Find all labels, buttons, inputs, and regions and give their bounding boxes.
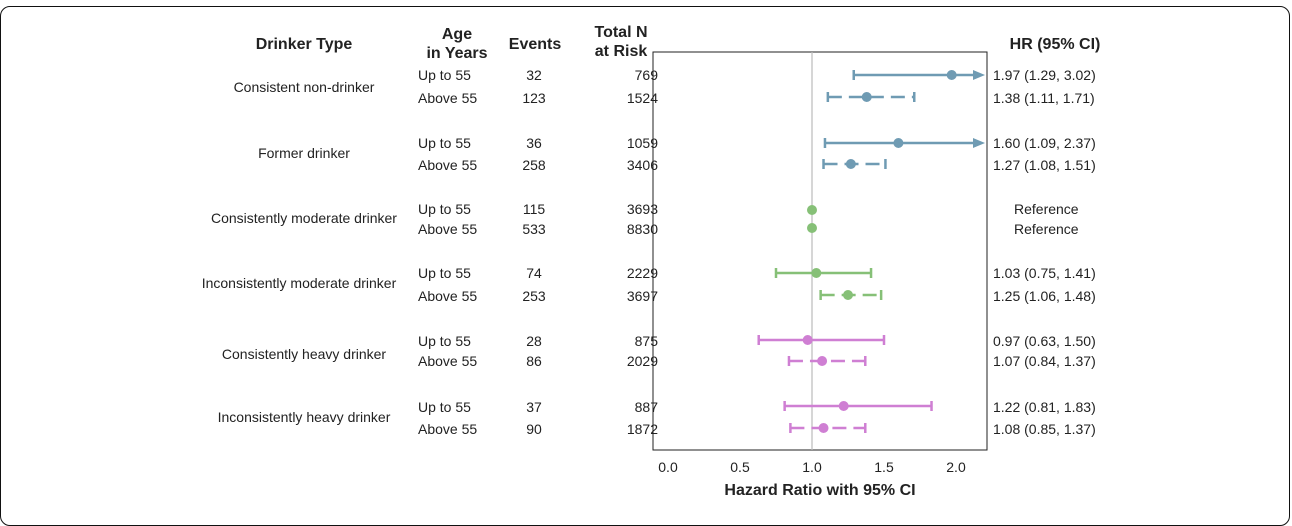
group-label: Consistent non-drinker (233, 79, 375, 95)
events-cell: 123 (522, 90, 546, 106)
hr-point (818, 423, 829, 433)
forest-plot: 0.0 0.5 1.0 1.5 2.0 Hazard Ratio with 95% CI (652, 51, 988, 499)
total-cell: 1524 (626, 90, 658, 106)
total-cell: 3406 (626, 157, 658, 173)
header-total-at-risk: Total N at Risk (576, 23, 666, 61)
events-cell: 28 (526, 333, 542, 349)
total-cell: 2029 (626, 353, 658, 369)
total-cell: 3693 (626, 201, 658, 217)
hr-point (946, 70, 957, 80)
hr-point (843, 290, 853, 300)
events-cell: 32 (526, 67, 542, 83)
ci-arrow (973, 70, 985, 80)
hr-point (807, 223, 817, 233)
total-cell: 875 (634, 333, 658, 349)
events-cell: 36 (526, 135, 542, 151)
hr-ci-cell: 1.97 (1.29, 3.02) (993, 67, 1096, 83)
hr-point (802, 335, 813, 345)
hr-ci-cell: 1.25 (1.06, 1.48) (993, 288, 1096, 304)
x-tick-label: 0.5 (730, 459, 750, 475)
hr-ci-cell: 1.38 (1.11, 1.71) (993, 90, 1095, 106)
total-cell: 3697 (626, 288, 658, 304)
group-label: Consistently heavy drinker (221, 346, 387, 362)
age-cell: Above 55 (418, 157, 478, 173)
events-cell: 115 (522, 201, 546, 217)
hr-point (811, 268, 822, 278)
age-cell: Above 55 (418, 353, 478, 369)
header-age-line2: in Years (426, 45, 488, 62)
hr-ci-cell: 1.60 (1.09, 2.37) (993, 135, 1096, 151)
age-cell: Above 55 (418, 288, 478, 304)
x-axis-label: Hazard Ratio with 95% CI (724, 482, 915, 499)
hr-ci-cell: 0.97 (0.63, 1.50) (993, 333, 1096, 349)
x-tick-label: 1.5 (874, 459, 894, 475)
hr-point (861, 92, 872, 102)
events-cell: 253 (522, 288, 546, 304)
hr-ci-cell: 1.08 (0.85, 1.37) (993, 421, 1096, 437)
events-cell: 533 (522, 221, 546, 237)
plot-area-border (652, 51, 988, 451)
events-cell: 258 (522, 157, 546, 173)
group-label: Inconsistently moderate drinker (201, 275, 397, 291)
header-hr: HR (95% CI) (1009, 36, 1101, 53)
age-cell: Above 55 (418, 421, 478, 437)
header-age: Age in Years (407, 25, 507, 63)
hr-point (817, 356, 828, 366)
age-cell: Up to 55 (418, 399, 471, 415)
group-label: Consistently moderate drinker (211, 210, 397, 226)
group-label: Inconsistently heavy drinker (217, 409, 391, 425)
events-cell: 86 (526, 353, 542, 369)
hr-point (838, 401, 849, 411)
total-cell: 887 (634, 399, 658, 415)
total-cell: 8830 (626, 221, 658, 237)
age-cell: Above 55 (418, 90, 478, 106)
header-total-line1: Total N (594, 24, 648, 41)
age-cell: Above 55 (418, 221, 478, 237)
age-cell: Up to 55 (418, 201, 471, 217)
hr-ci-cell: 1.22 (0.81, 1.83) (993, 399, 1096, 415)
hr-ci-cell: 1.07 (0.84, 1.37) (993, 353, 1096, 369)
events-cell: 74 (526, 265, 542, 281)
hr-point (845, 159, 856, 169)
total-cell: 1872 (626, 421, 658, 437)
x-tick-label: 1.0 (802, 459, 822, 475)
header-drinker-type: Drinker Type (255, 36, 353, 53)
ci-arrow (973, 138, 985, 148)
x-tick-label: 2.0 (946, 459, 966, 475)
hr-point (893, 138, 904, 148)
header-events: Events (508, 36, 562, 53)
total-cell: 1059 (626, 135, 658, 151)
hr-ci-cell: Reference (1014, 221, 1079, 237)
group-label: Former drinker (258, 145, 350, 161)
header-total-line2: at Risk (594, 43, 648, 60)
hr-point (807, 205, 817, 215)
x-tick-label: 0.0 (658, 459, 678, 475)
age-cell: Up to 55 (418, 67, 471, 83)
hr-ci-cell: Reference (1014, 201, 1079, 217)
events-cell: 37 (526, 399, 542, 415)
age-cell: Up to 55 (418, 265, 471, 281)
events-cell: 90 (526, 421, 542, 437)
total-cell: 2229 (626, 265, 658, 281)
hr-ci-cell: 1.03 (0.75, 1.41) (993, 265, 1096, 281)
age-cell: Up to 55 (418, 333, 471, 349)
header-age-line1: Age (441, 26, 473, 43)
total-cell: 769 (634, 67, 658, 83)
age-cell: Up to 55 (418, 135, 471, 151)
hr-ci-cell: 1.27 (1.08, 1.51) (993, 157, 1096, 173)
